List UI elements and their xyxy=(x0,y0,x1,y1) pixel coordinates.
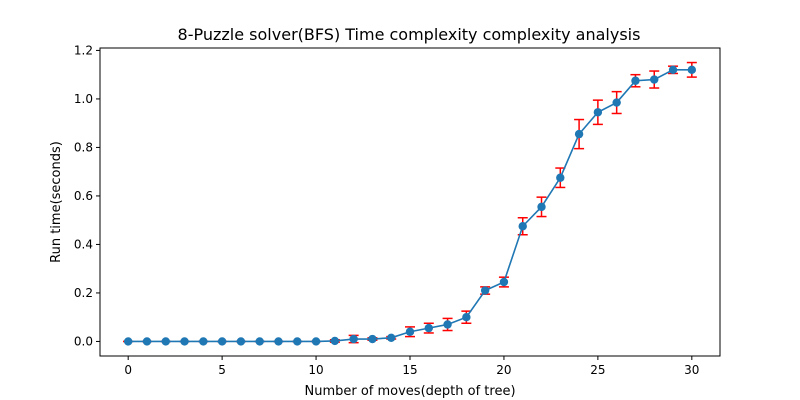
data-point xyxy=(142,337,152,346)
data-point xyxy=(612,98,621,107)
y-tick-label: 0.8 xyxy=(74,140,93,154)
series-line xyxy=(128,69,692,343)
data-point xyxy=(387,333,396,343)
data-point xyxy=(293,337,302,346)
y-tick-label: 1.2 xyxy=(74,43,93,57)
data-point xyxy=(650,75,659,84)
data-point xyxy=(180,337,189,346)
x-tick-label: 15 xyxy=(402,363,417,377)
data-point xyxy=(255,337,264,346)
data-point xyxy=(668,65,678,75)
data-point xyxy=(236,337,246,346)
data-point xyxy=(556,173,565,182)
y-axis-label: Run time(seconds) xyxy=(49,141,64,263)
data-point xyxy=(480,286,490,295)
data-point xyxy=(462,312,471,322)
data-point xyxy=(574,129,584,139)
data-point xyxy=(443,320,452,329)
data-point xyxy=(274,337,283,346)
plot-area: 0 5 10 15 20 25 30 0.0 0.2 0.4 0.6 0.8 1.0 1.2 xyxy=(74,43,721,377)
data-point xyxy=(537,202,546,212)
y-tick-label: 0.6 xyxy=(74,189,93,203)
data-point xyxy=(311,337,321,346)
x-tick-label: 30 xyxy=(684,363,699,377)
x-tick-label: 5 xyxy=(218,363,226,377)
axes-frame xyxy=(99,47,721,357)
data-point xyxy=(631,76,640,85)
y-tick-label: 1.0 xyxy=(74,92,93,106)
data-point xyxy=(687,65,697,75)
data-point xyxy=(593,108,603,117)
x-tick-label: 25 xyxy=(590,363,605,377)
x-axis-label: Number of moves(depth of tree) xyxy=(304,384,515,399)
x-tick-label: 20 xyxy=(496,363,511,377)
data-point xyxy=(518,222,527,231)
y-tick-label: 0.2 xyxy=(74,286,93,300)
data-point xyxy=(330,336,340,346)
y-tick-label: 0.0 xyxy=(74,334,93,348)
data-point xyxy=(217,337,227,346)
chart-title: 8-Puzzle solver(BFS) Time complexity com… xyxy=(178,25,641,44)
data-point xyxy=(499,277,509,287)
data-point xyxy=(123,337,133,346)
data-point xyxy=(199,337,208,346)
data-point xyxy=(368,334,377,344)
x-tick-label: 0 xyxy=(124,363,132,377)
y-tick-label: 0.4 xyxy=(74,237,93,251)
x-tick-label: 10 xyxy=(308,363,323,377)
data-point xyxy=(349,334,358,344)
data-point xyxy=(405,327,415,336)
data-point xyxy=(424,323,433,333)
data-point xyxy=(161,337,170,346)
